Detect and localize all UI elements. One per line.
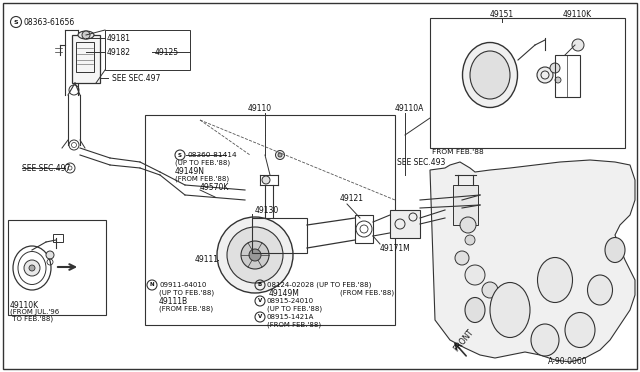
Circle shape: [455, 251, 469, 265]
Text: (FROM FEB.'88): (FROM FEB.'88): [175, 176, 229, 182]
Circle shape: [217, 217, 293, 293]
Text: TO FEB.'88): TO FEB.'88): [10, 316, 53, 322]
Text: 49130: 49130: [255, 205, 279, 215]
Text: 49111: 49111: [195, 256, 219, 264]
Bar: [76, 42, 94, 72]
Bar: [252, 218, 307, 253]
Bar: [105, 30, 190, 70]
Text: S: S: [178, 153, 182, 157]
Text: 49125: 49125: [155, 48, 179, 57]
Circle shape: [537, 67, 553, 83]
Text: 09911-64010: 09911-64010: [159, 282, 206, 288]
Text: 49151: 49151: [490, 10, 514, 19]
Circle shape: [262, 176, 270, 184]
Circle shape: [241, 241, 269, 269]
Text: 49182: 49182: [107, 48, 131, 57]
Bar: [430, 18, 625, 148]
Text: (FROM FEB.'88): (FROM FEB.'88): [267, 322, 321, 328]
Text: 08360-81414: 08360-81414: [187, 152, 237, 158]
Text: (FROM FEB.'88): (FROM FEB.'88): [340, 290, 394, 296]
Polygon shape: [430, 160, 635, 362]
Circle shape: [275, 151, 285, 160]
Text: 49171M: 49171M: [380, 244, 411, 253]
Text: (UP TO FEB.'88): (UP TO FEB.'88): [175, 160, 230, 166]
Text: 49110: 49110: [248, 103, 272, 112]
Circle shape: [29, 265, 35, 271]
Ellipse shape: [565, 312, 595, 347]
Text: 49149M: 49149M: [269, 289, 300, 298]
Text: B: B: [258, 282, 262, 288]
Text: V: V: [258, 298, 262, 304]
Text: 49149N: 49149N: [175, 167, 205, 176]
Ellipse shape: [538, 257, 573, 302]
Text: FROM FEB.'88: FROM FEB.'88: [432, 149, 484, 155]
Text: SEE SEC.497: SEE SEC.497: [112, 74, 161, 83]
Text: 49110A: 49110A: [395, 103, 424, 112]
Ellipse shape: [465, 298, 485, 323]
Circle shape: [227, 227, 283, 283]
Ellipse shape: [78, 31, 94, 39]
Ellipse shape: [531, 324, 559, 356]
Circle shape: [460, 217, 476, 233]
Text: 08915-1421A: 08915-1421A: [267, 314, 314, 320]
Text: 08363-61656: 08363-61656: [23, 17, 74, 26]
Circle shape: [24, 260, 40, 276]
Circle shape: [555, 77, 561, 83]
Text: (FROM JUL.'96: (FROM JUL.'96: [10, 309, 60, 315]
Text: 49181: 49181: [107, 33, 131, 42]
Bar: [555, 55, 580, 97]
Circle shape: [46, 251, 54, 259]
Text: 49110K: 49110K: [563, 10, 592, 19]
Text: N: N: [150, 282, 154, 288]
Bar: [390, 210, 420, 238]
Text: 49110K: 49110K: [10, 301, 39, 310]
Ellipse shape: [588, 275, 612, 305]
Text: S: S: [13, 19, 19, 25]
Circle shape: [550, 63, 560, 73]
Text: A-90:0060: A-90:0060: [548, 357, 588, 366]
Text: FRONT: FRONT: [452, 327, 475, 353]
Bar: [72, 35, 100, 83]
Ellipse shape: [605, 237, 625, 263]
Circle shape: [482, 282, 498, 298]
Text: 08915-24010: 08915-24010: [267, 298, 314, 304]
Bar: [8, 220, 106, 315]
Text: 49111B: 49111B: [159, 296, 188, 305]
Circle shape: [465, 235, 475, 245]
Text: SEE SEC.497: SEE SEC.497: [22, 164, 70, 173]
Text: 49570K: 49570K: [200, 183, 229, 192]
Circle shape: [465, 265, 485, 285]
Circle shape: [572, 39, 584, 51]
Text: V: V: [258, 314, 262, 320]
Bar: [355, 215, 373, 243]
Text: 08124-02028 (UP TO FEB.'88): 08124-02028 (UP TO FEB.'88): [267, 282, 371, 288]
Text: 49121: 49121: [340, 193, 364, 202]
Text: SEE SEC.493: SEE SEC.493: [397, 157, 445, 167]
Ellipse shape: [470, 51, 510, 99]
Text: (UP TO FEB.'88): (UP TO FEB.'88): [267, 306, 322, 312]
Circle shape: [82, 31, 90, 39]
Ellipse shape: [463, 42, 518, 108]
Text: (FROM FEB.'88): (FROM FEB.'88): [159, 306, 213, 312]
Text: (UP TO FEB.'88): (UP TO FEB.'88): [159, 290, 214, 296]
Bar: [453, 185, 478, 225]
Circle shape: [249, 249, 261, 261]
Bar: [145, 115, 395, 325]
Bar: [53, 234, 63, 242]
Circle shape: [278, 153, 282, 157]
Ellipse shape: [490, 282, 530, 337]
